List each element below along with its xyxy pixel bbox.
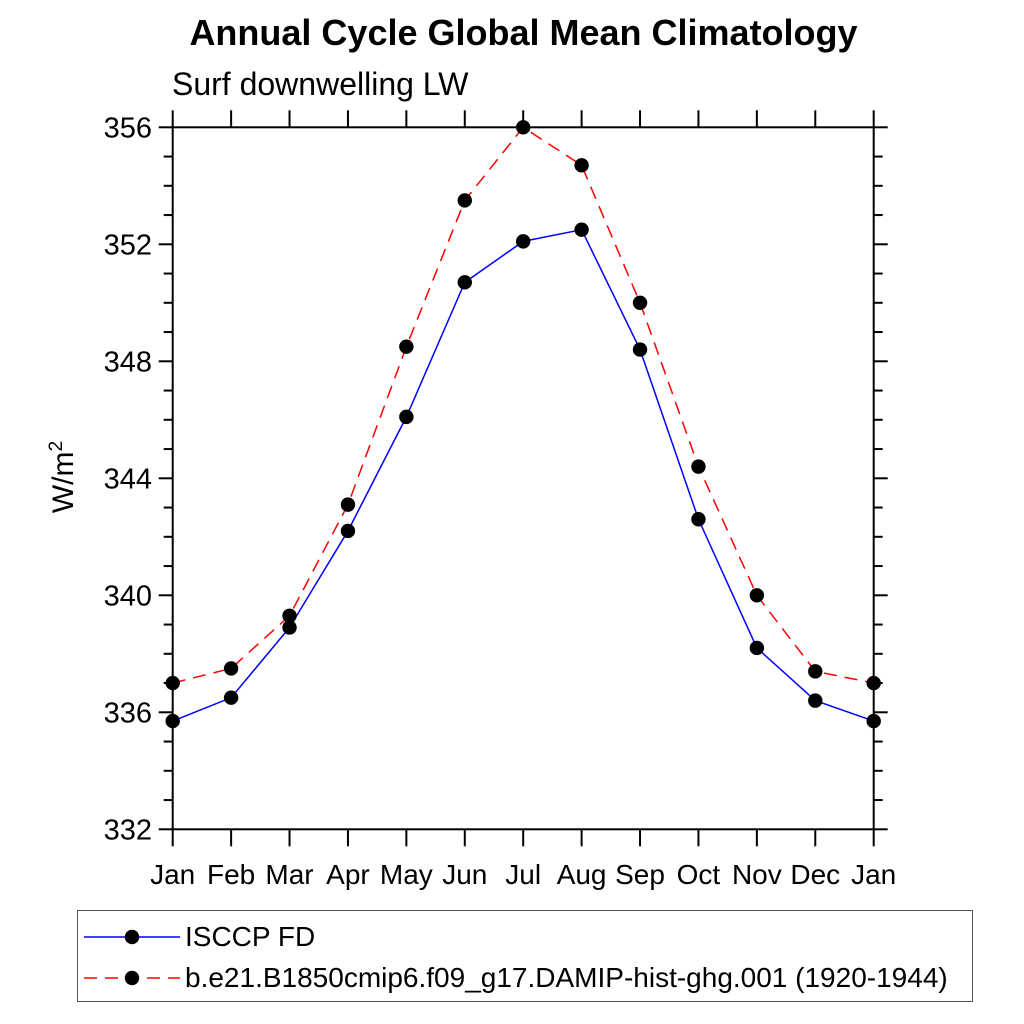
data-point-marker [165,675,180,691]
data-point-marker [223,661,239,676]
data-point-marker [808,693,823,708]
data-point-marker [632,295,648,310]
legend-item-isccp-fd: ISCCP FD [78,916,972,957]
plot-frame [171,126,875,831]
data-point-marker [691,512,706,527]
data-point-marker [457,275,472,290]
data-point-marker [749,640,765,656]
series-line [172,228,874,722]
y-tick-label: 356 [104,112,152,144]
data-point-marker [866,713,881,729]
legend-marker-dot-icon [124,970,140,985]
data-point-marker [340,523,356,539]
series-line [172,126,874,684]
x-tick-label: Mar [265,859,313,890]
y-tick-label: 348 [104,346,152,378]
x-tick-label: Sep [615,859,665,890]
x-tick-label: Aug [557,859,607,890]
y-tick-label: 332 [104,814,152,846]
data-point-marker [866,675,881,691]
data-point-marker [399,339,414,354]
figure-title: Annual Cycle Global Mean Climatology [189,12,858,53]
legend-label-isccp-fd: ISCCP FD [185,920,316,952]
y-tick-label: 336 [104,697,152,729]
data-point-marker [632,342,648,357]
x-tick-label: Feb [207,859,255,890]
x-tick-label: Jan [851,859,896,890]
data-point-marker [691,459,706,474]
data-point-marker [749,588,765,603]
legend-label-model-run: b.e21.B1850cmip6.f09_g17.DAMIP-hist-ghg.… [185,961,948,993]
data-point-marker [340,497,356,512]
x-tick-label: Jul [505,859,541,890]
legend-swatch-blue-solid-line [84,929,180,944]
x-tick-label: Apr [326,859,370,890]
legend-item-model-run: b.e21.B1850cmip6.f09_g17.DAMIP-hist-ghg.… [78,957,972,998]
legend-swatch-red-dashed-line [84,970,180,985]
legend: ISCCP FD b.e21.B1850cmip6.f09_g17.DAMIP-… [77,910,973,1002]
y-tick-label: 340 [104,580,152,612]
data-point-marker [574,158,589,173]
data-point-marker [808,664,823,679]
x-tick-label: Jun [442,859,487,890]
data-point-marker [574,222,589,237]
figure-subtitle: Surf downwelling LW [172,66,469,102]
y-tick-label: 344 [104,463,152,495]
x-tick-label: Jan [150,859,195,890]
x-tick-label: Nov [732,859,782,890]
data-point-marker [282,608,297,623]
x-tick-label: Dec [790,859,840,890]
data-point-marker [457,193,472,208]
data-point-marker [223,690,239,705]
data-point-marker [165,713,180,729]
x-tick-label: Oct [677,859,721,890]
data-point-marker [516,234,531,249]
data-point-marker [516,120,531,135]
data-point-marker [399,409,414,425]
y-tick-label: 352 [104,229,152,261]
data-point-marker [282,620,297,635]
x-tick-label: May [380,859,433,890]
legend-marker-dot-icon [124,929,140,944]
